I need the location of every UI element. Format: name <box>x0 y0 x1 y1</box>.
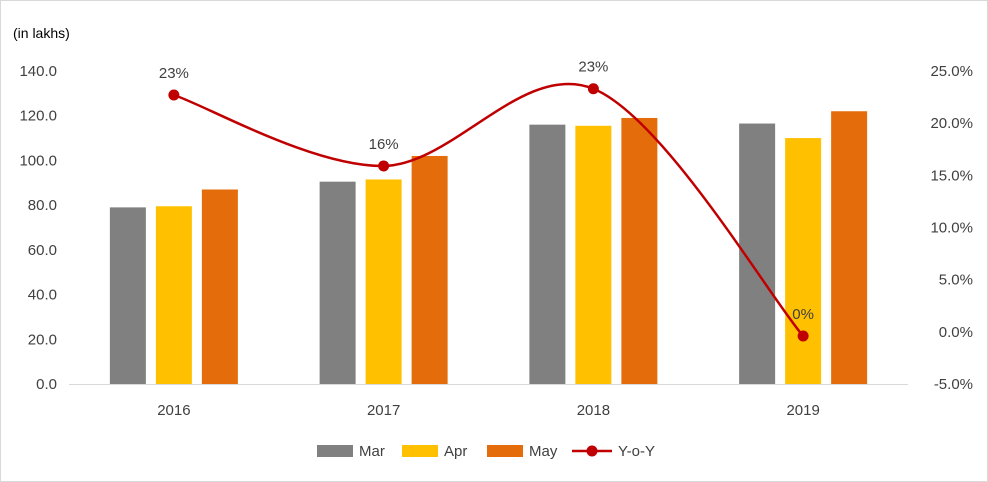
y-right-tick-label: 5.0% <box>939 272 973 289</box>
y-left-tick-label: 60.0 <box>28 242 57 259</box>
bar-apr-2016 <box>155 206 192 384</box>
y-left-tick-label: 140.0 <box>19 63 57 80</box>
y-left-tick-label: 0.0 <box>36 376 57 393</box>
bar-may-2019 <box>831 111 868 384</box>
yoy-data-label: 23% <box>578 59 608 76</box>
bar-may-2017 <box>411 155 448 384</box>
y-right-tick-label: 25.0% <box>930 63 973 80</box>
yoy-marker-2017 <box>378 160 390 172</box>
x-tick-label: 2019 <box>786 402 819 419</box>
y-right-tick-label: 20.0% <box>930 115 973 132</box>
bar-mar-2018 <box>529 124 566 385</box>
unit-label: (in lakhs) <box>13 25 70 41</box>
legend-swatch-may <box>487 445 523 457</box>
y-left-tick-label: 80.0 <box>28 197 57 214</box>
x-tick-label: 2016 <box>157 402 190 419</box>
bar-apr-2017 <box>365 179 402 384</box>
y-left-tick-label: 20.0 <box>28 331 57 348</box>
y-right-tick-label: -5.0% <box>934 376 973 393</box>
legend-swatch-mar <box>317 445 353 457</box>
legend-label: May <box>529 443 558 460</box>
y-right-tick-label: 0.0% <box>939 324 973 341</box>
bar-mar-2016 <box>109 207 146 384</box>
bar-may-2016 <box>201 189 238 384</box>
y-left-tick-label: 40.0 <box>28 287 57 304</box>
yoy-data-label: 23% <box>159 65 189 82</box>
yoy-marker-2016 <box>168 89 180 101</box>
bar-may-2018 <box>621 117 658 384</box>
y-left-tick-label: 120.0 <box>19 108 57 125</box>
legend-label: Apr <box>444 443 467 460</box>
bar-apr-2018 <box>575 125 612 385</box>
bar-apr-2019 <box>785 138 822 384</box>
y-right-tick-label: 15.0% <box>930 167 973 184</box>
legend-label: Mar <box>359 443 385 460</box>
y-right-tick-label: 10.0% <box>930 220 973 237</box>
x-tick-label: 2018 <box>577 402 610 419</box>
yoy-data-label: 0% <box>792 306 814 323</box>
bar-mar-2017 <box>319 181 356 384</box>
legend-swatch-apr <box>402 445 438 457</box>
yoy-data-label: 16% <box>369 136 399 153</box>
yoy-line <box>173 82 805 337</box>
x-tick-label: 2017 <box>367 402 400 419</box>
y-left-tick-label: 100.0 <box>19 152 57 169</box>
legend-marker-yoy <box>586 445 598 457</box>
yoy-marker-2019 <box>797 330 809 342</box>
legend-label: Y-o-Y <box>618 443 655 460</box>
yoy-marker-2018 <box>587 83 599 95</box>
